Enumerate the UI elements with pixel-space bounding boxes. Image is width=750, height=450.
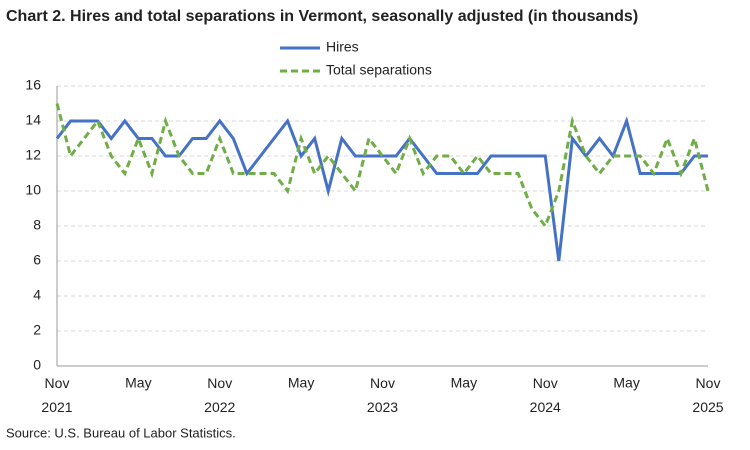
y-tick-label: 14 [25,112,41,128]
x-tick-label: May [451,375,477,391]
x-tick-label: Nov 2021 [41,375,72,415]
x-tick-label: Nov 2025 [692,375,723,415]
x-tick-label: May [288,375,314,391]
y-tick-label: 12 [25,147,41,163]
y-tick-label: 2 [33,322,41,338]
x-tick-label: Nov 2022 [204,375,235,415]
series-line [55,103,710,230]
x-tick-label: Nov 2024 [530,375,561,415]
x-tick-label: Nov 2023 [367,375,398,415]
series-line [55,116,708,262]
legend-label: Hires [326,39,359,55]
source-note: Source: U.S. Bureau of Labor Statistics. [6,425,236,440]
y-tick-label: 6 [33,252,41,268]
x-tick-label: May [125,375,151,391]
y-tick-label: 8 [33,217,41,233]
x-tick-label: May [613,375,639,391]
y-tick-label: 0 [33,357,41,373]
chart-title: Chart 2. Hires and total separations in … [6,8,638,25]
y-tick-label: 16 [25,77,41,93]
y-tick-label: 4 [33,287,41,303]
y-tick-label: 10 [25,182,41,198]
legend-label: Total separations [326,62,432,78]
